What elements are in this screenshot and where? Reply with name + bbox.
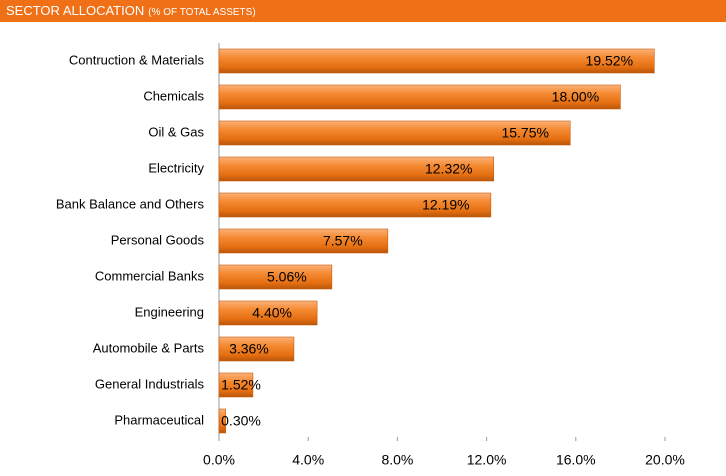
bar <box>218 192 492 218</box>
x-tick-label: 16.0% <box>556 452 596 468</box>
value-label: 7.57% <box>323 233 363 249</box>
value-label: 18.00% <box>552 89 599 105</box>
y-tick-label: Automobile & Parts <box>93 340 205 355</box>
y-tick-label: Electricity <box>148 160 204 175</box>
title-banner <box>0 0 726 22</box>
x-tick-label: 12.0% <box>467 452 507 468</box>
value-label: 15.75% <box>501 125 548 141</box>
y-tick-label: Personal Goods <box>111 232 205 247</box>
value-label: 19.52% <box>586 53 633 69</box>
value-label: 0.30% <box>221 413 261 429</box>
bar <box>218 156 495 182</box>
y-tick-label: Contruction & Materials <box>69 52 205 67</box>
bar <box>218 84 621 110</box>
y-tick-label: Chemicals <box>143 88 204 103</box>
value-label: 3.36% <box>229 341 269 357</box>
value-label: 12.19% <box>422 197 469 213</box>
y-tick-label: Oil & Gas <box>148 124 204 139</box>
bar <box>218 48 655 74</box>
y-tick-label: General Industrials <box>95 376 205 391</box>
x-tick-label: 20.0% <box>645 452 685 468</box>
value-label: 4.40% <box>252 305 292 321</box>
bar <box>218 120 571 146</box>
chart-title: SECTOR ALLOCATION (% OF TOTAL ASSETS) <box>6 3 256 18</box>
x-tick-label: 0.0% <box>203 452 235 468</box>
bar <box>218 264 333 290</box>
bar <box>218 300 318 326</box>
value-label: 12.32% <box>425 161 472 177</box>
x-tick-label: 4.0% <box>292 452 324 468</box>
y-tick-label: Pharmaceutical <box>114 412 204 427</box>
bar <box>218 372 254 398</box>
value-label: 1.52% <box>221 377 261 393</box>
y-tick-label: Engineering <box>135 304 204 319</box>
bar <box>218 408 226 434</box>
bar <box>218 228 389 254</box>
y-tick-label: Commercial Banks <box>95 268 205 283</box>
subtitle: (% OF TOTAL ASSETS) <box>148 7 255 18</box>
title: SECTOR ALLOCATION <box>6 3 144 18</box>
bar <box>218 336 295 362</box>
x-tick-label: 8.0% <box>381 452 413 468</box>
value-label: 5.06% <box>267 269 307 285</box>
y-tick-label: Bank Balance and Others <box>56 196 205 211</box>
